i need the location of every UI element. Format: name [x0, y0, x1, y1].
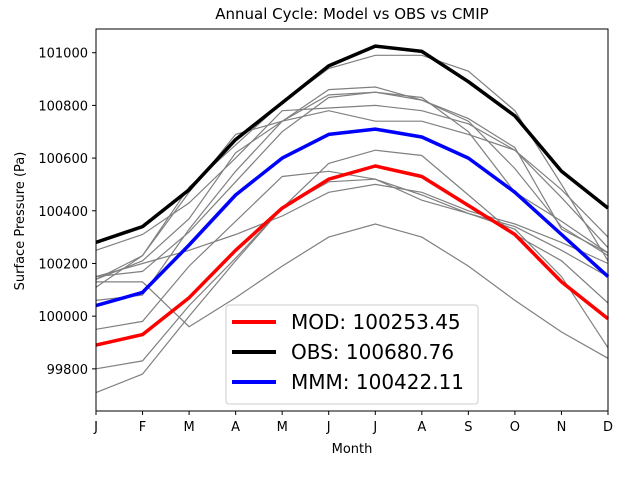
y-tick-label: 100200: [38, 257, 88, 272]
series-lines: [95, 44, 610, 347]
x-tick-label: N: [557, 420, 567, 435]
chart-title: Annual Cycle: Model vs OBS vs CMIP: [215, 5, 488, 23]
y-tick-label: 100000: [38, 310, 88, 325]
x-tick-label: F: [139, 420, 146, 435]
series-line-mmm: [95, 127, 610, 308]
ensemble-line-5: [95, 170, 609, 330]
ensemble-lines: [95, 54, 609, 394]
x-tick-label: O: [510, 420, 520, 435]
y-tick-label: 100800: [38, 99, 88, 114]
legend-label-mmm: MMM: 100422.11: [291, 370, 464, 394]
ensemble-line-7: [95, 149, 609, 370]
legend-box: [225, 304, 479, 405]
x-tick-label: M: [277, 420, 288, 435]
legend: MOD: 100253.45 OBS: 100680.76 MMM: 100422.…: [225, 304, 479, 405]
x-tick-label: J: [93, 420, 98, 435]
y-tick-label: 101000: [38, 47, 88, 62]
y-tick-label: 100400: [38, 205, 88, 220]
x-tick-label: D: [603, 420, 613, 435]
plot-frame: [95, 28, 609, 412]
x-tick-label: J: [326, 420, 331, 435]
ensemble-line-3: [95, 91, 609, 301]
axis-ticks: J F M A M J J A S O N D 99800 100000 100200 100400 10060…: [38, 47, 613, 435]
ensemble-line-9: [95, 110, 609, 280]
ensemble-line-8: [95, 178, 609, 394]
ensemble-line-6: [95, 104, 609, 251]
y-axis-label: Surface Pressure (Pa): [13, 152, 28, 291]
y-tick-label: 99800: [47, 363, 88, 378]
x-axis-label: Month: [332, 442, 373, 457]
series-line-obs: [95, 44, 610, 245]
x-tick-label: M: [183, 420, 194, 435]
x-tick-label: J: [372, 420, 377, 435]
legend-label-obs: OBS: 100680.76: [291, 340, 454, 364]
x-tick-label: A: [417, 420, 426, 435]
y-tick-label: 100600: [38, 152, 88, 167]
x-tick-label: A: [231, 420, 240, 435]
x-tick-label: S: [464, 420, 472, 435]
series-line-mod: [95, 164, 610, 347]
legend-label-mod: MOD: 100253.45: [291, 310, 461, 334]
ensemble-line-1: [95, 86, 609, 280]
ensemble-line-11: [96, 223, 609, 359]
